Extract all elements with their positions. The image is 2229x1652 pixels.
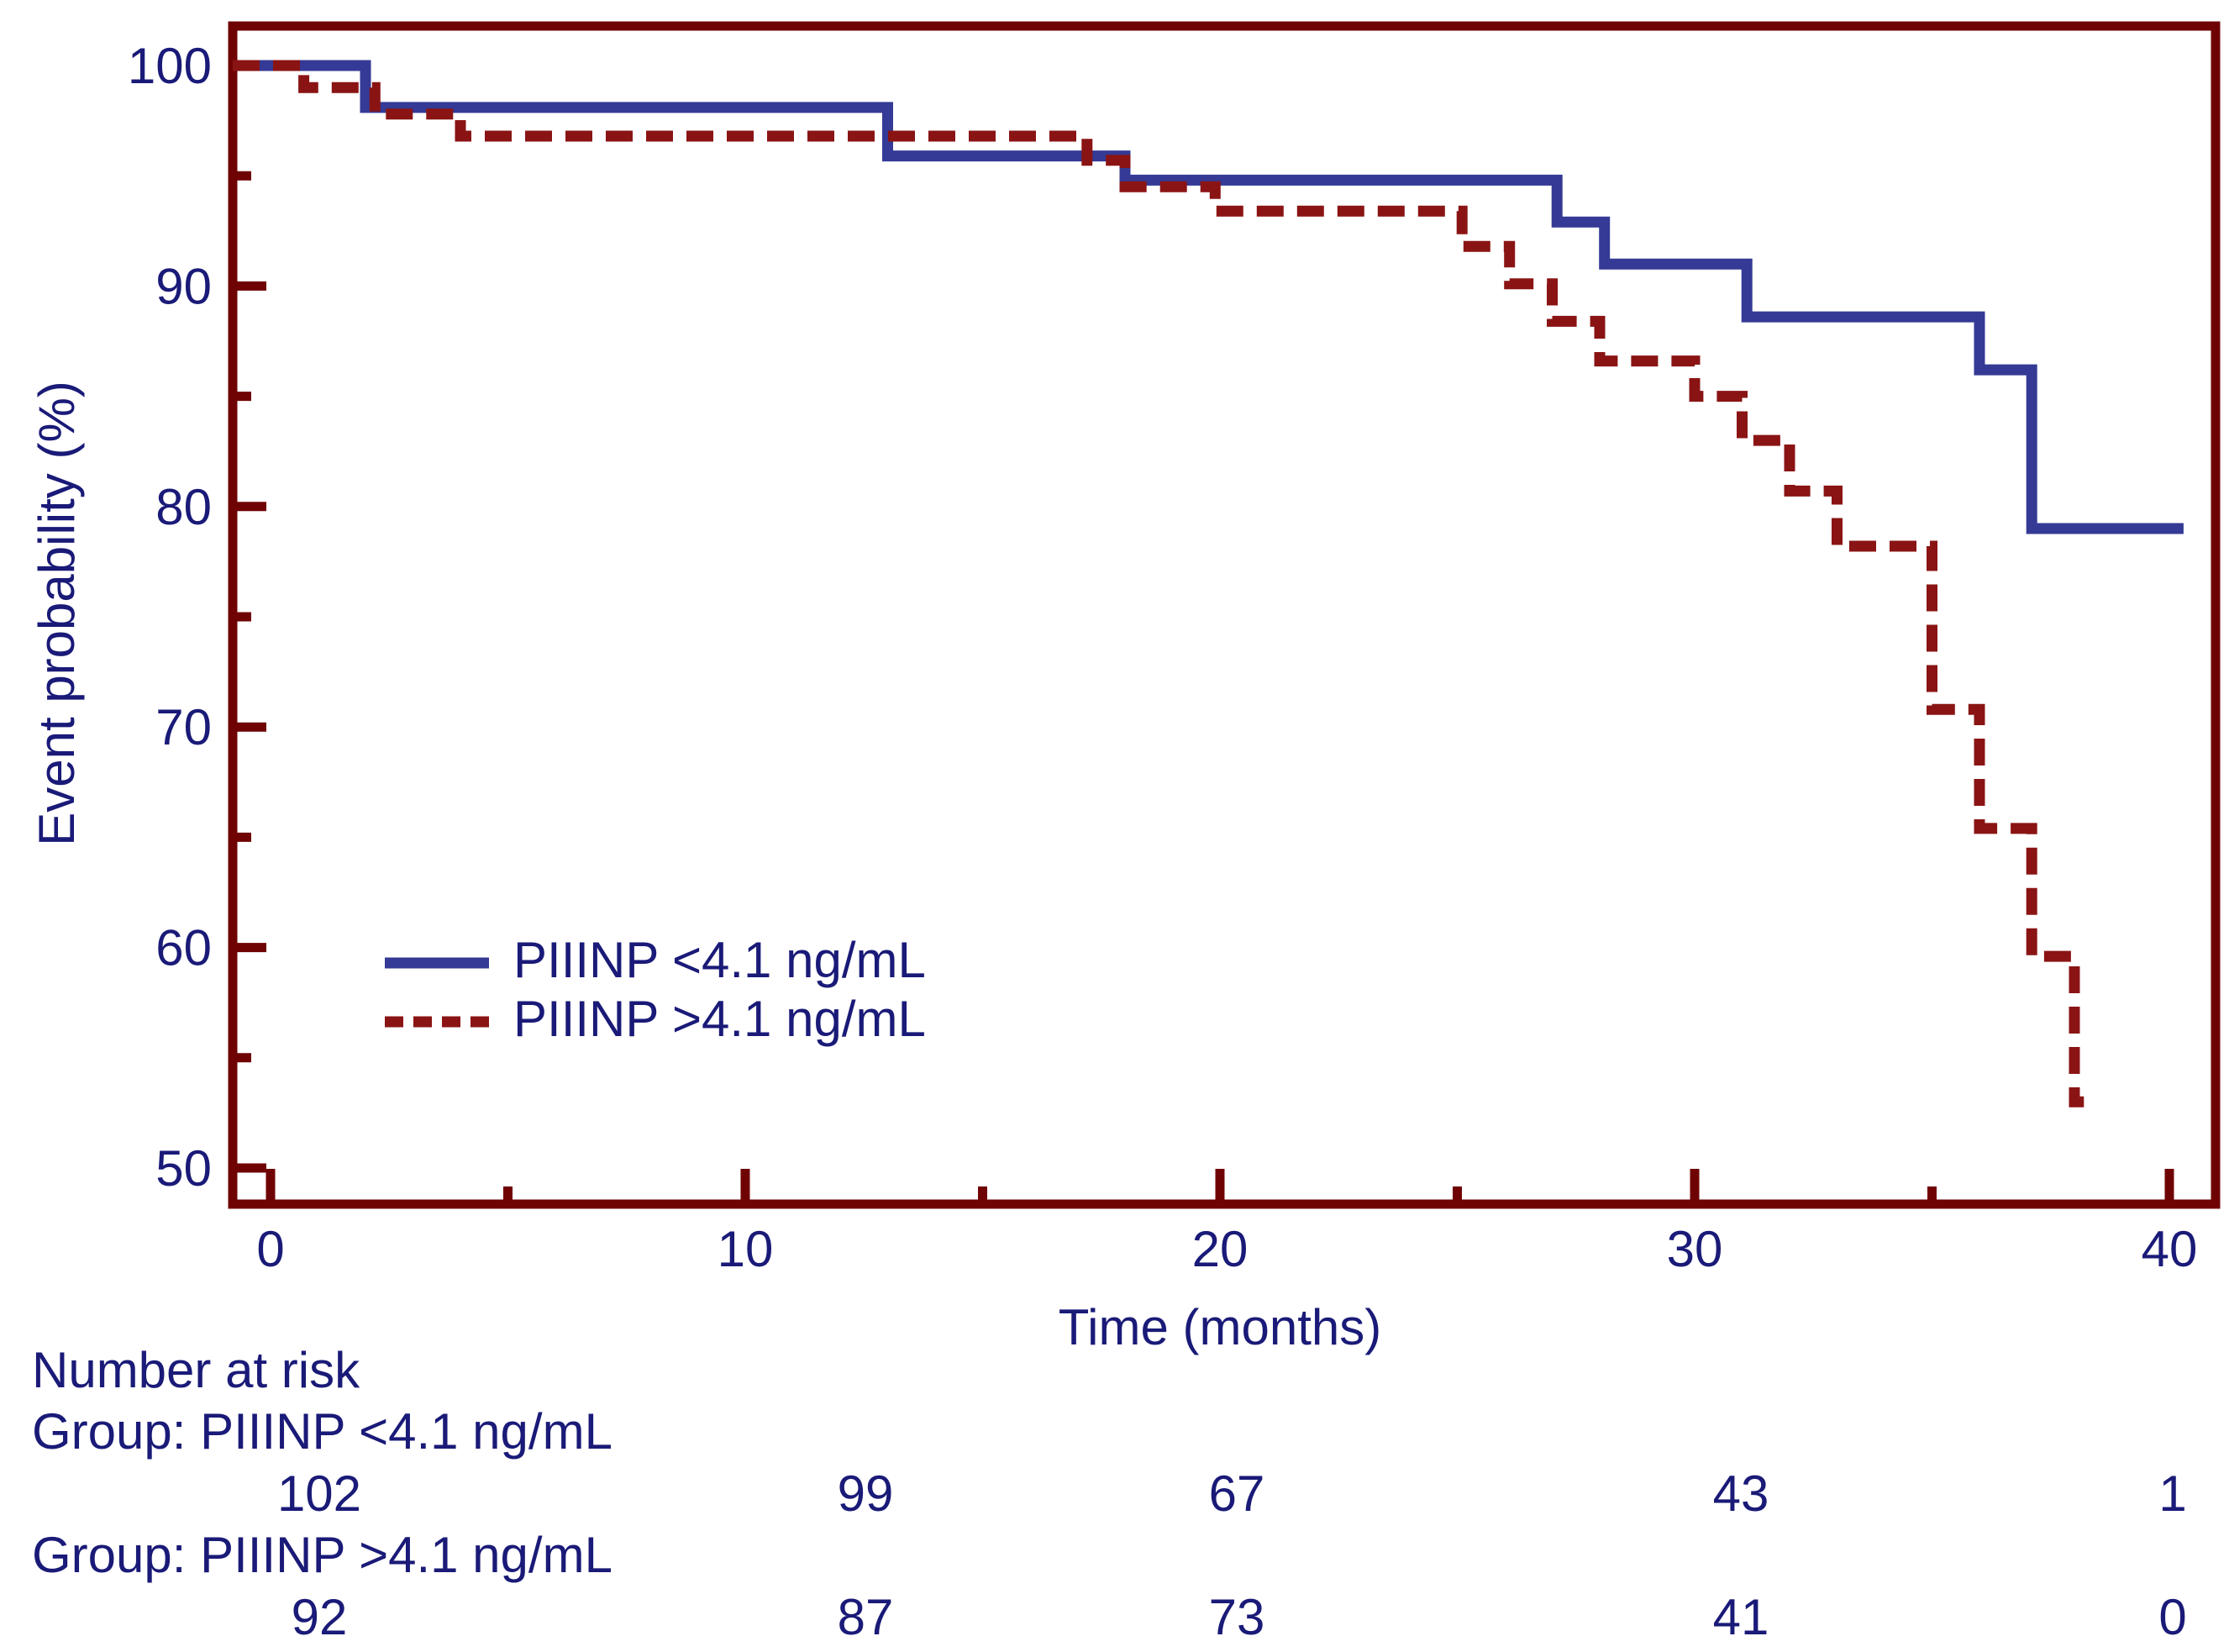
at-risk-group-low-label: Group: PIIINP <4.1 ng/mL — [32, 1403, 612, 1460]
at-risk-count: 73 — [1209, 1589, 1265, 1645]
legend-label-piiinp-high: PIIINP >4.1 ng/mL — [513, 991, 926, 1047]
at-risk-group-high-label: Group: PIIINP >4.1 ng/mL — [32, 1527, 612, 1583]
number-at-risk-table: Number at risk Group: PIIINP <4.1 ng/mL … — [32, 1342, 2187, 1645]
series-piiinp-low — [233, 60, 2184, 534]
y-tick-label: 50 — [155, 1140, 212, 1197]
y-tick-label: 90 — [155, 258, 212, 314]
x-tick-label: 30 — [1667, 1221, 1723, 1277]
x-tick-label: 40 — [2142, 1221, 2198, 1277]
at-risk-count: 41 — [1713, 1589, 1769, 1645]
at-risk-count: 87 — [838, 1589, 894, 1645]
at-risk-title: Number at risk — [32, 1342, 360, 1398]
x-axis-title: Time (months) — [1059, 1299, 1382, 1355]
at-risk-row-high: 92 87 73 41 0 — [292, 1589, 2187, 1645]
at-risk-count: 43 — [1713, 1465, 1769, 1522]
y-tick-label: 80 — [155, 479, 212, 535]
legend: PIIINP <4.1 ng/mL PIIINP >4.1 ng/mL — [385, 932, 926, 1047]
y-tick-label: 100 — [128, 38, 212, 94]
at-risk-count: 67 — [1209, 1465, 1265, 1522]
x-tick-label: 20 — [1192, 1221, 1249, 1277]
y-tick-label: 70 — [155, 699, 212, 755]
series-piiinp-high — [233, 60, 2084, 1107]
x-tick-label: 0 — [256, 1221, 284, 1277]
axis-tick-labels: 0 10 20 30 40 100 90 80 70 60 50 — [128, 38, 2197, 1277]
at-risk-count: 99 — [838, 1465, 894, 1522]
x-tick-label: 10 — [718, 1221, 774, 1277]
y-tick-label: 60 — [155, 920, 212, 976]
at-risk-row-low: 102 99 67 43 1 — [277, 1465, 2187, 1522]
at-risk-count: 92 — [292, 1589, 348, 1645]
at-risk-count: 102 — [277, 1465, 361, 1522]
legend-label-piiinp-low: PIIINP <4.1 ng/mL — [513, 932, 926, 988]
at-risk-count: 1 — [2158, 1465, 2186, 1522]
y-axis-title: Event probability (%) — [29, 381, 85, 846]
survival-curves — [233, 60, 2184, 1107]
at-risk-count: 0 — [2158, 1589, 2186, 1645]
